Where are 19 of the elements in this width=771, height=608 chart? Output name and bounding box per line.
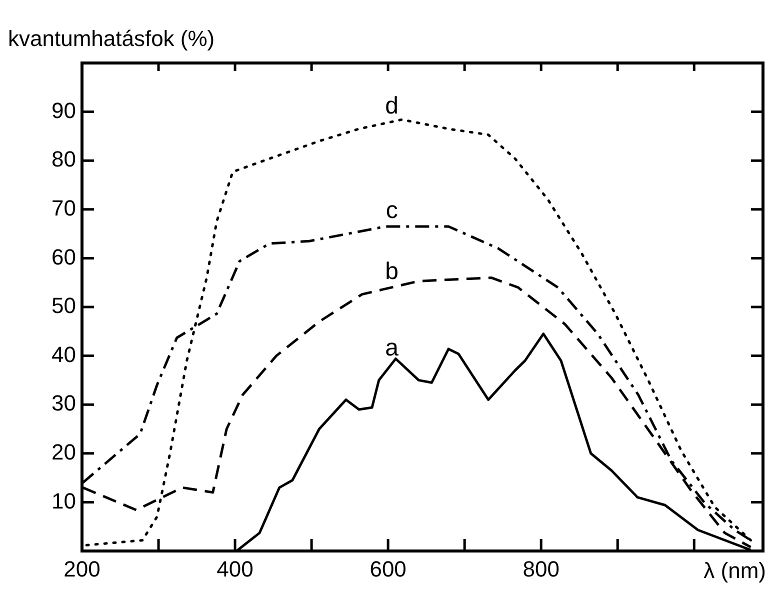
y-tick-label: 70 (52, 195, 76, 220)
y-tick-label: 90 (52, 98, 76, 123)
y-tick-label: 40 (52, 342, 76, 367)
annotation: c (386, 197, 398, 224)
y-tick-label: 60 (52, 244, 76, 270)
annotation: d (385, 92, 399, 120)
y-tick-label: 50 (52, 293, 76, 318)
y-tick-label: 30 (52, 390, 76, 416)
x-tick-label: 200 (64, 556, 100, 582)
x-tick-label: 800 (522, 556, 560, 582)
x-axis-title: λ (nm) (704, 558, 766, 584)
y-tick-label: 20 (52, 439, 76, 464)
annotation: a (385, 334, 400, 362)
y-axis-title: kvantumhatásfok (%) (8, 26, 215, 52)
y-tick-label: 10 (52, 488, 76, 514)
y-tick-label: 80 (52, 146, 76, 172)
annotation: b (385, 258, 399, 285)
x-tick-label: 400 (216, 556, 254, 582)
x-tick-label: 600 (370, 556, 406, 582)
